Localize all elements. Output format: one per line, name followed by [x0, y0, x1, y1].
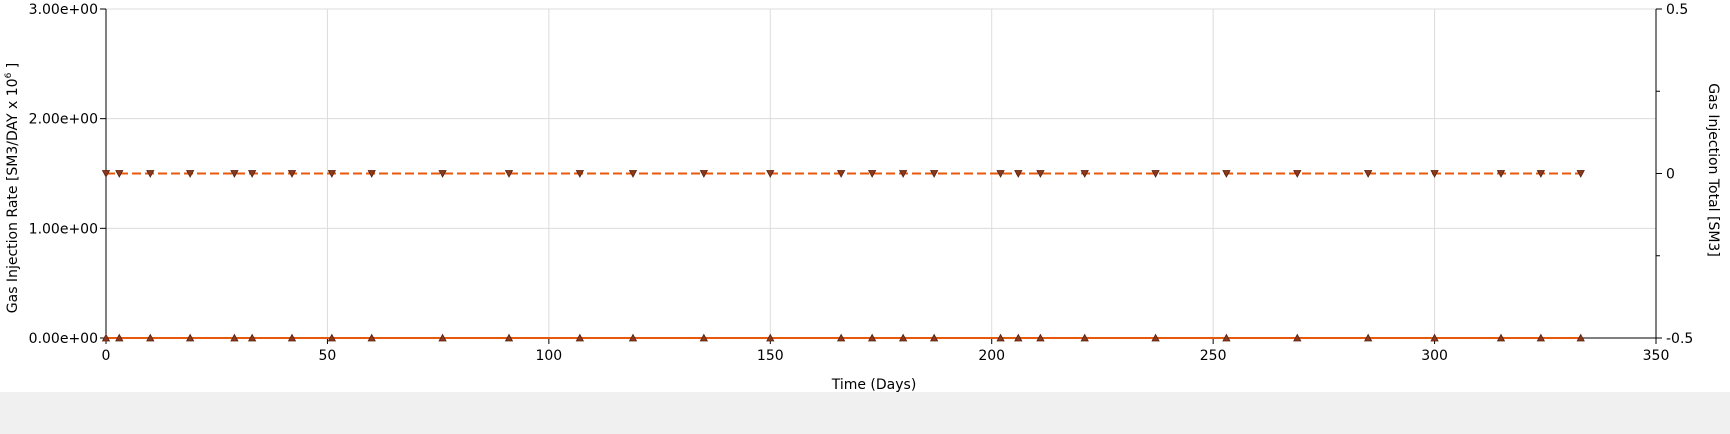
series-2-marker [230, 333, 239, 342]
series-1-marker [146, 170, 155, 178]
series-2-marker [766, 333, 775, 342]
y-right-tick-label: 0 [1666, 167, 1675, 183]
x-tick-label: 300 [1421, 348, 1448, 364]
series-1-marker [1151, 170, 1160, 178]
series-1-marker [1430, 170, 1439, 178]
series-2-marker [699, 333, 709, 342]
axes-layer: 0 50 100 150 200 250 300 350 0.00e+00 1.00e+00 2.0… [29, 2, 1694, 364]
series-1-marker [1363, 170, 1373, 178]
series-1-marker [628, 170, 638, 178]
series-2-marker [1293, 333, 1302, 342]
labels-layer: Time (Days) Gas Injection Rate [SM3/DAY … [4, 63, 1721, 393]
series-2-marker [115, 333, 124, 342]
series-1-marker [287, 170, 297, 178]
series-1-marker [230, 170, 239, 178]
series-1-marker [115, 170, 124, 178]
x-axis-label: Time (Days) [831, 377, 917, 392]
series-2-marker [1080, 333, 1089, 342]
series-2-marker [929, 333, 939, 342]
y-right-tick-label: 0.5 [1666, 2, 1688, 18]
y-left-label-main: Gas Injection Rate [SM3/DAY x 10 [5, 78, 21, 313]
series-2-marker [1536, 333, 1546, 342]
chart-area: 0 50 100 150 200 250 300 350 0.00e+00 1.00e+00 2.0… [0, 0, 1730, 393]
series-2-marker [101, 333, 111, 342]
series-layer [101, 170, 1585, 342]
x-tick-label: 200 [978, 348, 1005, 364]
series-2-marker [1036, 333, 1045, 342]
series-2-marker [327, 333, 337, 342]
series-1-marker [185, 170, 195, 178]
series-1-marker [1080, 170, 1089, 178]
series-1-marker [766, 170, 775, 178]
series-2-marker [575, 333, 585, 342]
series-2-marker [1222, 333, 1231, 342]
x-tick-label: 50 [319, 348, 337, 364]
series-2-marker [1014, 333, 1023, 342]
series-1-marker [1576, 170, 1585, 178]
series-1-marker [996, 170, 1005, 178]
chart-svg: 0 50 100 150 200 250 300 350 0.00e+00 1.00e+00 2.0… [4, 2, 1721, 393]
bottom-status-bar [0, 392, 1730, 434]
series-1-marker [867, 170, 877, 178]
y-left-axis-label: Gas Injection Rate [SM3/DAY x 106 ] [4, 63, 21, 313]
series-1-marker [247, 170, 257, 178]
series-2-marker [996, 333, 1005, 342]
series-1-marker [327, 170, 337, 178]
series-2-marker [1576, 333, 1585, 342]
series-2-marker [1151, 333, 1160, 342]
series-2-marker [185, 333, 195, 342]
series-2-marker [628, 333, 638, 342]
series-1-marker [1036, 170, 1045, 178]
x-tick-label: 150 [757, 348, 784, 364]
series-2-marker [146, 333, 155, 342]
series-1-marker [575, 170, 585, 178]
x-tick-label: 100 [535, 348, 562, 364]
x-tick-label: 250 [1200, 348, 1227, 364]
series-1-marker [1222, 170, 1231, 178]
series-1-marker [504, 170, 514, 178]
series-2-marker [1430, 333, 1439, 342]
series-1-marker [1293, 170, 1302, 178]
series-1-marker [898, 170, 908, 178]
series-2-marker [898, 333, 908, 342]
y-left-label-superscript: 6 [4, 72, 14, 78]
series-1-marker [699, 170, 709, 178]
y-left-tick-label: 1.00e+00 [29, 221, 98, 237]
series-1-marker [1496, 170, 1506, 178]
y-left-tick-label: 3.00e+00 [29, 2, 98, 18]
y-left-tick-label: 2.00e+00 [29, 112, 98, 128]
series-2-marker [1363, 333, 1373, 342]
y-right-tick-label: -0.5 [1666, 331, 1693, 347]
series-2-marker [287, 333, 297, 342]
y-left-label-close: ] [5, 63, 21, 73]
series-1-marker [367, 170, 376, 178]
series-2-marker [1496, 333, 1506, 342]
series-2-marker [836, 333, 846, 342]
series-1-marker [929, 170, 939, 178]
series-1-marker [836, 170, 846, 178]
series-1-marker [1536, 170, 1546, 178]
series-1-marker [438, 170, 447, 178]
series-1-marker [1014, 170, 1023, 178]
y-right-axis-label: Gas Injection Total [SM3] [1705, 83, 1721, 257]
x-tick-label: 350 [1643, 348, 1670, 364]
y-left-tick-label: 0.00e+00 [29, 331, 98, 347]
x-tick-label: 0 [102, 348, 111, 364]
series-2-marker [247, 333, 257, 342]
series-2-marker [367, 333, 376, 342]
series-2-marker [867, 333, 877, 342]
series-2-marker [504, 333, 514, 342]
series-2-marker [438, 333, 447, 342]
series-1-marker [101, 170, 111, 178]
